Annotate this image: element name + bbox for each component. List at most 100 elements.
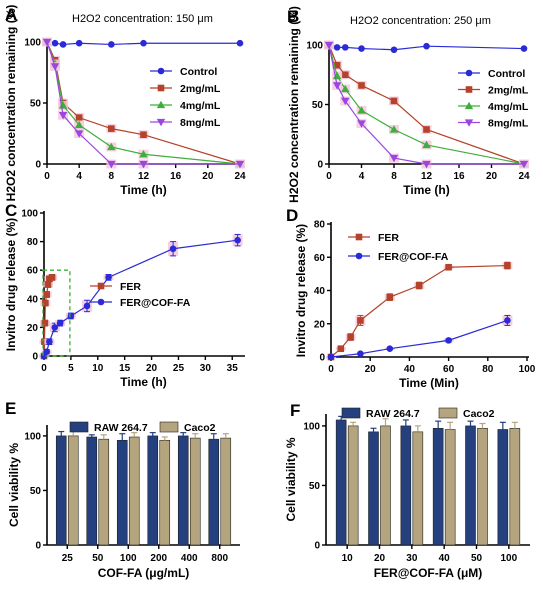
x-tick-label: 15 [119,363,131,374]
x-axis-label: Time (Min) [399,376,459,390]
bar [189,437,201,546]
bar [177,435,189,546]
x-tick-label: 35 [227,363,239,374]
data-point [390,46,398,54]
x-tick-label: 50 [92,553,104,564]
x-tick-label: 50 [471,553,483,564]
data-point [358,82,365,89]
data-point [357,120,366,128]
data-point [139,150,148,158]
legend-marker [97,282,105,290]
data-point [504,262,511,269]
x-axis-label: COF-FA (μg/mL) [98,566,190,580]
x-tick-label: 16 [170,171,182,182]
data-point [83,302,91,310]
legend-label: Caco2 [184,422,216,434]
x-tick-label: 100 [120,553,137,564]
data-point [341,97,350,106]
data-point [333,61,341,69]
y-tick-label: 50 [312,100,324,111]
bar [497,429,509,546]
legend-label: 8mg/mL [488,118,529,130]
bar [432,427,444,546]
data-point [56,319,64,327]
bar [159,439,171,546]
data-point [390,97,398,105]
data-point [59,41,67,48]
panel-letter-c: C [5,201,17,220]
data-point [108,125,115,132]
y-axis-label: H2O2 concentration remaining (%) [287,6,301,203]
legend-label: FER [120,281,141,293]
data-point [140,131,147,139]
legend-label: Control [488,68,525,80]
y-tick-label: 50 [309,481,321,492]
x-tick-label: 5 [68,363,74,374]
y-tick-label: 60 [27,266,39,277]
data-point [423,42,430,50]
y-tick-label: 40 [314,286,326,297]
x-tick-label: 24 [234,171,246,182]
data-point [341,44,349,51]
y-tick-label: 0 [35,160,41,171]
legend-swatch [159,421,179,433]
data-point [107,142,116,151]
legend-label: Control [180,66,217,78]
bar [400,425,412,546]
y-tick-label: 100 [303,421,320,432]
x-tick-label: 200 [150,553,167,564]
x-axis-label: Time (h) [120,183,166,197]
x-tick-label: 4 [76,171,82,182]
x-tick-label: 0 [44,171,50,182]
x-tick-label: 8 [109,171,115,182]
data-point [415,282,423,289]
legend-label: 2mg/mL [180,83,221,95]
x-tick-label: 0 [326,171,332,182]
x-tick-label: 25 [173,363,185,374]
data-point [504,317,511,324]
data-point [42,38,52,47]
x-axis-label: FER@COF-FA (μM) [374,566,483,580]
data-point [386,293,394,301]
y-tick-label: 0 [32,352,38,363]
bar [147,435,159,546]
y-tick-label: 100 [21,209,38,220]
data-point [332,82,342,90]
bar [368,431,379,546]
data-point [347,333,354,341]
panel-letter-e: E [5,399,16,418]
bar [465,425,476,546]
x-tick-label: 8 [391,171,397,182]
data-point [445,263,452,271]
data-point [357,317,364,324]
legend-marker [355,252,363,260]
x-axis-label: Time (h) [120,375,166,389]
data-point [358,45,365,52]
legend-label: FER [378,232,399,244]
data-point [337,345,345,352]
legend-label: 2mg/mL [488,85,529,97]
data-point [234,236,241,244]
data-point [67,312,75,320]
data-point [58,112,68,120]
y-axis-label: Cell viability % [284,437,298,521]
data-point [341,71,349,79]
data-point [341,84,350,93]
y-tick-label: 80 [314,220,326,231]
y-tick-label: 80 [27,237,39,248]
data-point [422,160,431,169]
data-point [389,154,399,163]
data-point [169,245,177,253]
y-axis-label: Invitro drug release (%) [294,224,308,357]
x-tick-label: 10 [342,553,354,564]
x-tick-label: 10 [92,363,104,374]
bar [55,435,67,546]
y-tick-label: 0 [317,160,323,171]
data-point [50,63,60,71]
data-point [445,337,452,344]
data-point [43,291,50,298]
data-point [389,125,399,133]
x-tick-label: 25 [62,553,74,564]
data-point [520,45,528,52]
bar [509,427,521,546]
